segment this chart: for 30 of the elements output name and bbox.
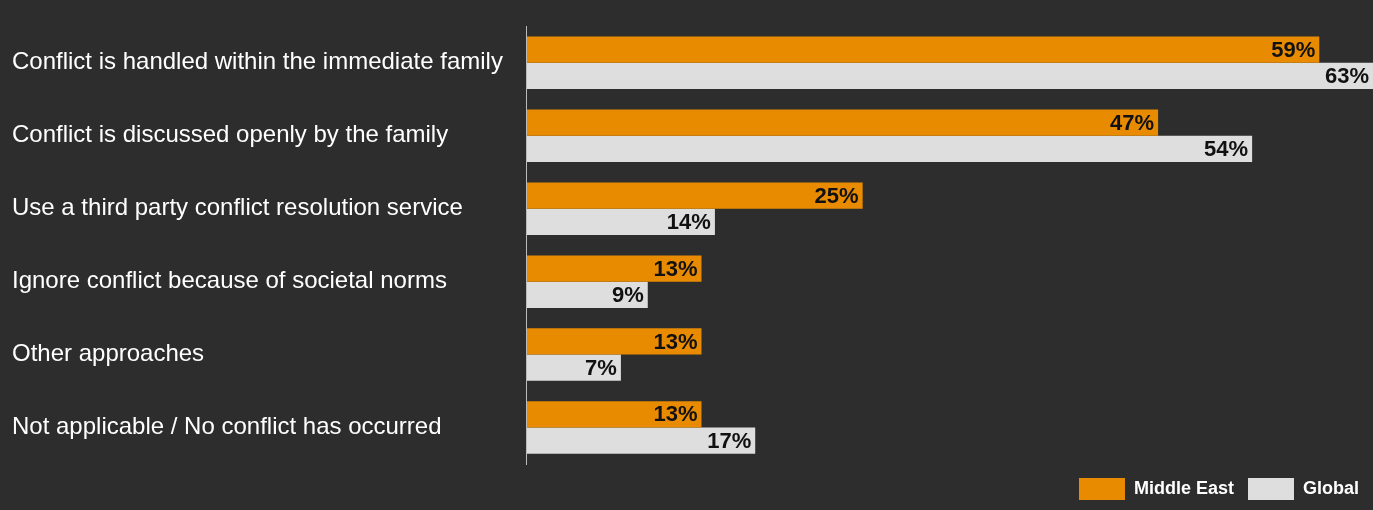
- data-label: 25%: [814, 182, 859, 208]
- data-label: 54%: [1204, 135, 1249, 161]
- data-label: 7%: [585, 354, 617, 380]
- bar: [526, 62, 1373, 90]
- bar: [526, 208, 715, 235]
- bar: [526, 109, 1159, 136]
- data-label: 13%: [653, 255, 698, 281]
- bar: [526, 255, 702, 282]
- y-tick-label: Not applicable / No conflict has occurred: [12, 412, 442, 440]
- legend-label: Middle East: [1133, 477, 1235, 498]
- data-label: 14%: [666, 208, 711, 234]
- y-tick-label: Use a third party conflict resolution service: [12, 193, 463, 221]
- y-tick-label: Conflict is handled within the immediate family: [12, 47, 503, 75]
- bar: [526, 401, 702, 428]
- y-tick-label: Ignore conflict because of societal norms: [12, 266, 447, 294]
- y-tick-label: Conflict is discussed openly by the family: [12, 120, 449, 148]
- bar: [526, 135, 1253, 163]
- data-label: 63%: [1324, 63, 1369, 89]
- bar: [526, 36, 1320, 63]
- bar: [526, 328, 702, 355]
- data-label: 47%: [1110, 109, 1155, 135]
- data-label: 17%: [707, 427, 752, 453]
- data-label: 9%: [611, 281, 644, 307]
- legend-label: Global: [1303, 477, 1360, 498]
- y-tick-label: Other approaches: [12, 339, 205, 367]
- data-label: 13%: [653, 401, 698, 427]
- bar: [526, 182, 863, 209]
- data-label: 13%: [653, 328, 698, 354]
- data-label: 59%: [1271, 36, 1316, 62]
- bar: [526, 427, 756, 454]
